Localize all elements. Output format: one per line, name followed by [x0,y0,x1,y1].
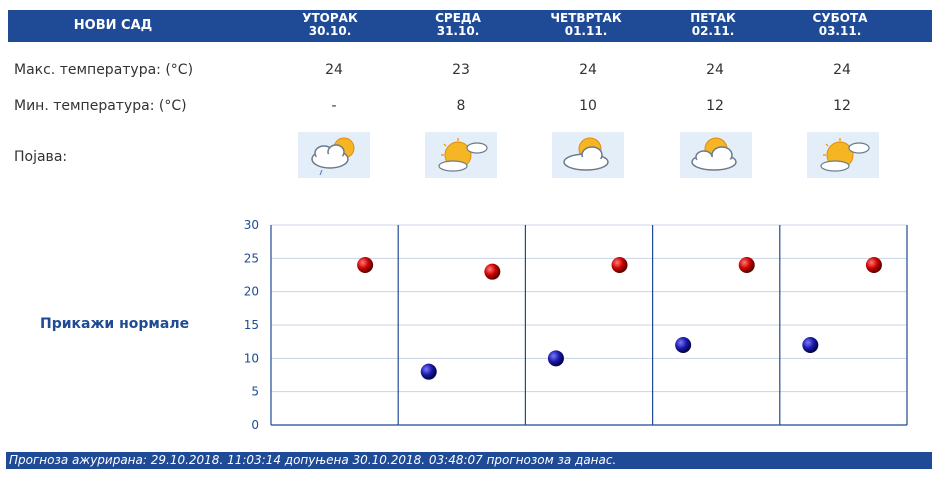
min-temp-value: 12 [706,98,724,114]
max-temp-value: 23 [452,62,470,78]
y-tick-label: 10 [244,351,259,365]
max-temp-value: 24 [325,62,343,78]
max-temp-value: 24 [833,62,851,78]
day-header: УТОРАК 30.10. [270,12,390,38]
max-temp-point [865,257,882,273]
partly-cloudy-icon [552,132,624,178]
min-temp-point [547,350,564,367]
partly-cloudy-icon [680,132,752,178]
min-temp-point [420,363,437,380]
day-header: ПЕТАК 02.11. [653,12,773,38]
day-name: ПЕТАК [690,11,736,25]
y-tick-label: 25 [244,251,259,265]
day-date: 31.10. [436,24,480,38]
sun-cloud-icon [425,132,497,178]
phenomena-label: Појава: [14,149,68,165]
max-temp-label: Макс. температура: (°C) [14,62,194,78]
chart-points [357,257,882,380]
forecast-header: НОВИ САД УТОРАК 30.10. СРЕДА 31.10. ЧЕТВ… [8,10,932,42]
max-temp-point [611,257,628,273]
forecast-updated-note: Прогноза ажурирана: 29.10.2018. 11:03:14… [6,452,932,469]
city-name: НОВИ САД [73,18,153,33]
max-temp-value: 24 [579,62,597,78]
day-name: УТОРАК [302,11,358,25]
y-tick-label: 20 [244,285,259,299]
min-temp-value: 10 [579,98,597,114]
day-name: СРЕДА [435,11,481,25]
min-temp-value: 8 [456,98,466,114]
chart-grid [270,224,908,426]
y-axis-ticks: 0 5 10 15 20 25 30 [244,218,259,432]
cloud-sun-rain-icon [298,132,370,178]
y-tick-label: 0 [251,418,259,432]
show-normals-link[interactable]: Прикажи нормале [40,316,190,332]
max-temp-value: 24 [706,62,724,78]
y-tick-label: 5 [251,385,259,399]
min-temp-value: - [331,98,337,114]
y-tick-label: 15 [244,318,259,332]
day-date: 02.11. [691,24,735,38]
day-name: ЧЕТВРТАК [550,11,622,25]
min-temp-point [802,337,819,353]
min-temp-label: Мин. температура: (°C) [14,98,187,114]
max-temp-point [738,257,755,273]
max-temp-point [484,263,501,280]
max-temp-point [357,257,374,273]
min-temp-value: 12 [833,98,851,114]
day-date: 01.11. [564,24,608,38]
day-name: СУБОТА [812,11,868,25]
sun-cloud-icon [807,132,879,178]
day-date: 30.10. [308,24,352,38]
day-header: СРЕДА 31.10. [398,12,518,38]
day-date: 03.11. [818,24,862,38]
y-tick-label: 30 [244,218,259,232]
day-header: СУБОТА 03.11. [780,12,900,38]
day-header: ЧЕТВРТАК 01.11. [526,12,646,38]
min-temp-point [675,337,692,353]
